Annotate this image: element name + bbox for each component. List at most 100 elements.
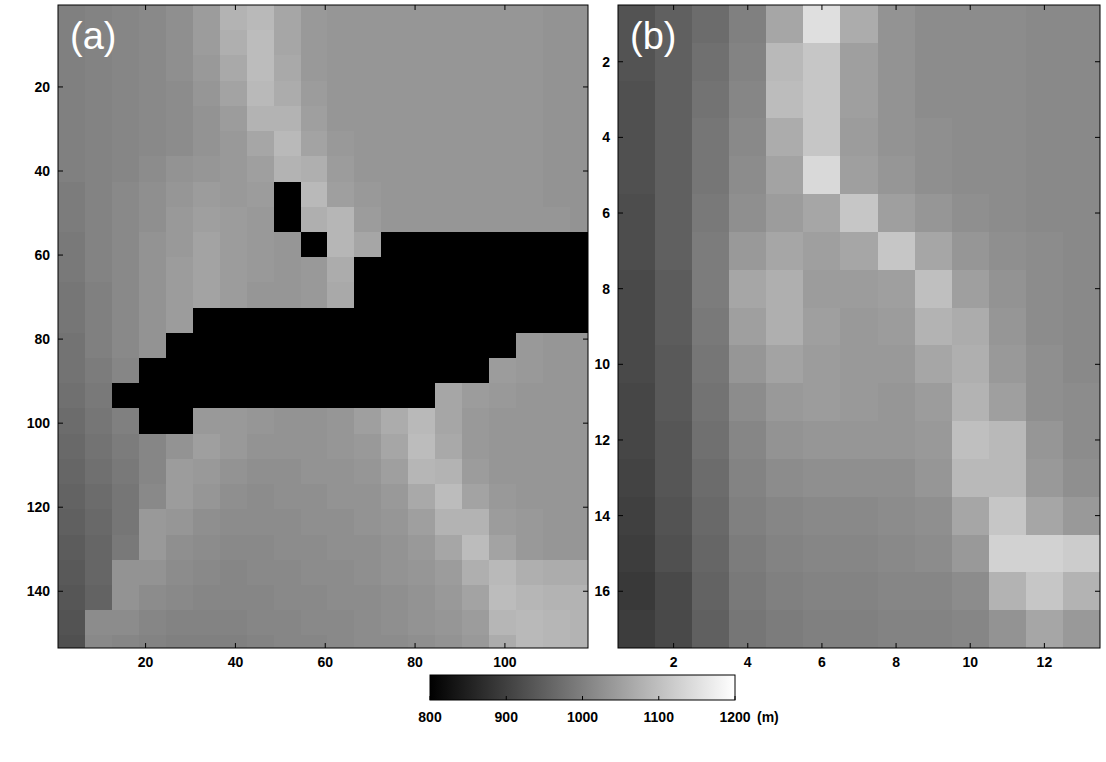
cell [381, 509, 409, 535]
cell [220, 55, 248, 81]
cell [655, 383, 693, 421]
cell [952, 270, 990, 308]
y-tick-label: 4 [602, 129, 610, 145]
cell [462, 131, 490, 157]
cell [220, 182, 248, 208]
cell [435, 560, 463, 586]
cell [408, 585, 436, 611]
cell [247, 484, 275, 510]
cell [381, 635, 409, 648]
cell [655, 194, 693, 232]
cell [1026, 194, 1064, 232]
cell [655, 232, 693, 270]
cell [435, 257, 463, 283]
cell [408, 282, 436, 308]
cell [327, 383, 355, 409]
cell [1063, 421, 1100, 459]
cell [354, 131, 382, 157]
cell [989, 459, 1027, 497]
cell [570, 30, 588, 56]
cell [516, 333, 544, 359]
cell [618, 194, 656, 232]
y-tick [618, 439, 623, 440]
cell [247, 5, 275, 31]
cell [489, 131, 517, 157]
cell [327, 207, 355, 233]
x-tick-label: 60 [317, 654, 333, 670]
cell [247, 560, 275, 586]
cell [381, 358, 409, 384]
cell [462, 408, 490, 434]
cell [58, 535, 86, 561]
cell [327, 257, 355, 283]
cell [915, 81, 953, 119]
cell [878, 572, 916, 610]
cell [220, 333, 248, 359]
cell [543, 308, 571, 334]
cell [166, 308, 194, 334]
cell [729, 345, 767, 383]
cell [989, 345, 1027, 383]
cell [193, 333, 221, 359]
cell [915, 5, 953, 43]
cell [915, 572, 953, 610]
cell [915, 535, 953, 573]
y-tick-label: 6 [602, 205, 610, 221]
cell [274, 383, 302, 409]
cell [729, 610, 767, 648]
cell [354, 560, 382, 586]
colorbar-tick-label: 1000 [567, 709, 598, 725]
cell [462, 383, 490, 409]
cell [878, 421, 916, 459]
cell [435, 509, 463, 535]
cell [570, 484, 588, 510]
cell [166, 232, 194, 258]
y-tick [58, 86, 63, 87]
cell [58, 308, 86, 334]
cell [193, 434, 221, 460]
y-tick [618, 515, 623, 516]
cell [112, 55, 140, 81]
cell [220, 535, 248, 561]
cell [354, 383, 382, 409]
colorbar-tick-label: 1200 [719, 709, 750, 725]
cell [692, 5, 730, 43]
cell [570, 182, 588, 208]
cell [803, 5, 841, 43]
cell [1026, 232, 1064, 270]
cell [327, 182, 355, 208]
cell [766, 5, 804, 43]
cell [274, 55, 302, 81]
cell [408, 459, 436, 485]
cell [193, 484, 221, 510]
cell [327, 610, 355, 636]
cell [247, 434, 275, 460]
cell [408, 383, 436, 409]
cell [766, 572, 804, 610]
cell [301, 5, 329, 31]
cell [1063, 610, 1100, 648]
cell [247, 308, 275, 334]
cell [193, 610, 221, 636]
cell [139, 282, 167, 308]
cell [570, 383, 588, 409]
cell [989, 497, 1027, 535]
cell [381, 182, 409, 208]
x-tick [145, 5, 146, 10]
cell [85, 383, 113, 409]
cell [327, 30, 355, 56]
cell [840, 43, 878, 81]
cell [139, 156, 167, 182]
x-tick [145, 643, 146, 648]
cell [274, 408, 302, 434]
cell [327, 484, 355, 510]
colorbar-unit: (m) [757, 709, 779, 725]
cell [766, 497, 804, 535]
cell [327, 308, 355, 334]
cell [354, 81, 382, 107]
cell [915, 497, 953, 535]
cell [166, 30, 194, 56]
x-tick [970, 5, 971, 10]
cell [1063, 308, 1100, 346]
x-tick [673, 643, 674, 648]
